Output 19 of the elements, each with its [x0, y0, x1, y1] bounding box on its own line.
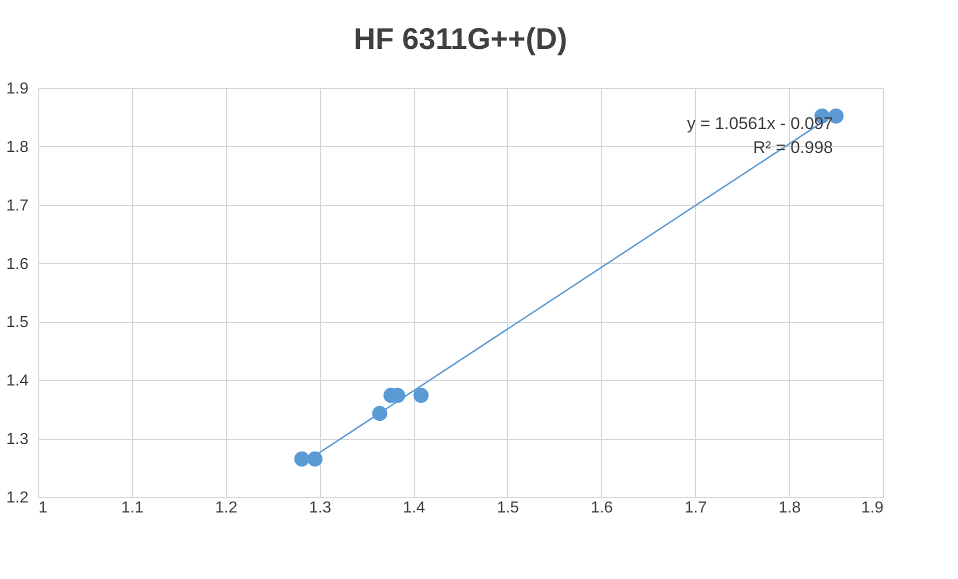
y-tick-label: 1.6 — [6, 256, 29, 273]
x-tick-label: 1.1 — [121, 500, 144, 516]
x-tick-label: 1.6 — [590, 500, 614, 516]
y-tick-label: 1.3 — [6, 431, 29, 448]
x-tick-label: 1.8 — [778, 500, 801, 516]
y-tick-label: 1.4 — [6, 372, 29, 390]
y-tick-label: 1.7 — [6, 197, 29, 214]
x-tick-label: 1.5 — [496, 500, 520, 516]
y-tick-label: 1.5 — [6, 314, 29, 332]
point — [413, 388, 429, 403]
x-tick-label: 1.9 — [861, 500, 884, 516]
x-tick-label: 1 — [38, 500, 48, 516]
chart-title: HF 6311G++(D) — [354, 23, 568, 56]
x-tick-label: 1.3 — [309, 500, 332, 516]
x-tick-label: 1.2 — [215, 500, 238, 516]
y-tick-label: 1.8 — [6, 138, 29, 156]
x-tick-label: 1.4 — [402, 500, 426, 516]
x-tick-label: 1.7 — [684, 500, 707, 516]
y-tick-label: 1.9 — [6, 80, 29, 98]
